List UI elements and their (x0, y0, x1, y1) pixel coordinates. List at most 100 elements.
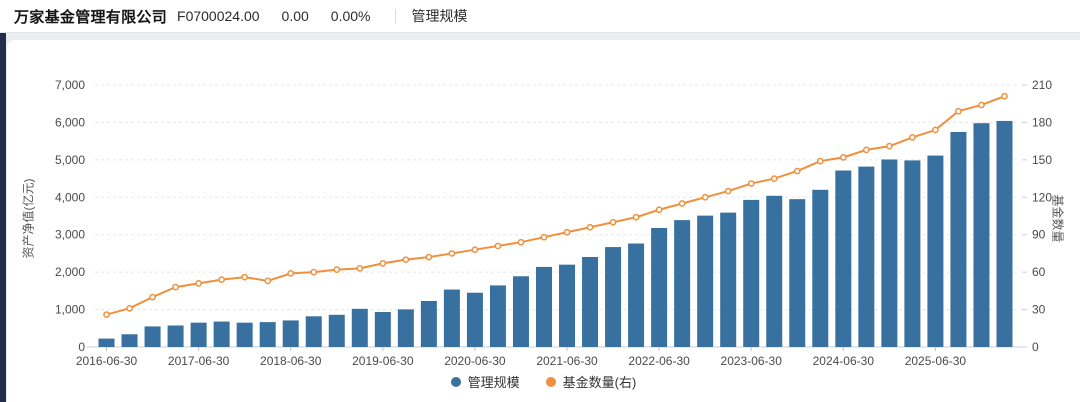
bar[interactable] (328, 314, 345, 347)
right-axis-tick-label: 180 (1032, 115, 1052, 129)
line-point[interactable] (724, 187, 732, 195)
right-axis-title: 基金数量 (1050, 194, 1065, 243)
line-point[interactable] (264, 277, 272, 285)
line-point[interactable] (886, 142, 893, 150)
line-point[interactable] (356, 265, 364, 272)
line-point[interactable] (218, 276, 225, 283)
bar[interactable] (605, 247, 622, 347)
bar[interactable] (374, 312, 391, 347)
line-point[interactable] (816, 157, 824, 165)
line-point[interactable] (701, 193, 709, 201)
bar[interactable] (535, 266, 552, 347)
line-point[interactable] (978, 101, 985, 109)
line-point[interactable] (678, 200, 686, 207)
legend-item-scale[interactable]: 管理规模 (450, 372, 520, 391)
bar[interactable] (996, 120, 1013, 347)
bar[interactable] (397, 309, 414, 347)
x-axis-tick-label: 2025-06-30 (905, 354, 967, 368)
line-point[interactable] (932, 126, 939, 134)
line-point[interactable] (770, 175, 778, 182)
bar[interactable] (743, 199, 760, 347)
left-axis-tick-label: 2,000 (55, 265, 85, 279)
line-point[interactable] (287, 270, 295, 277)
line-point[interactable] (103, 311, 110, 318)
left-axis-tick-label: 3,000 (55, 228, 85, 242)
x-axis-tick-label: 2024-06-30 (813, 354, 875, 368)
bar[interactable] (835, 170, 852, 347)
bar[interactable] (351, 308, 368, 347)
line-point[interactable] (471, 246, 479, 254)
line-point[interactable] (172, 283, 179, 291)
line-point[interactable] (839, 154, 847, 161)
bar[interactable] (121, 334, 138, 347)
line-point[interactable] (586, 223, 594, 231)
line-point[interactable] (909, 134, 916, 141)
bar[interactable] (582, 256, 599, 347)
bar[interactable] (766, 195, 783, 347)
left-axis-tick-label: 7,000 (55, 78, 85, 92)
line-point[interactable] (609, 218, 617, 226)
legend-item-count[interactable]: 基金数量(右) (545, 372, 636, 391)
line-point[interactable] (149, 293, 156, 301)
x-axis-tick-label: 2021-06-30 (536, 354, 598, 368)
bar[interactable] (259, 322, 276, 347)
bar[interactable] (282, 320, 299, 347)
bar[interactable] (697, 215, 714, 347)
bar[interactable] (720, 212, 737, 347)
line-point[interactable] (563, 228, 571, 236)
bar[interactable] (512, 276, 529, 347)
line-point[interactable] (793, 167, 801, 175)
bar[interactable] (98, 338, 115, 347)
bar[interactable] (167, 325, 184, 347)
bar[interactable] (858, 166, 875, 347)
left-axis-tick-label: 6,000 (55, 115, 85, 129)
bar[interactable] (305, 316, 322, 347)
x-axis-tick-label: 2018-06-30 (260, 354, 322, 368)
line-point[interactable] (333, 266, 341, 273)
line-point[interactable] (310, 268, 318, 276)
bar[interactable] (927, 155, 944, 347)
line-point[interactable] (540, 233, 548, 241)
line-point[interactable] (448, 250, 456, 257)
right-axis-tick-label: 90 (1032, 228, 1046, 242)
line-point[interactable] (402, 256, 410, 264)
bar[interactable] (190, 322, 207, 347)
bar[interactable] (420, 300, 437, 347)
legend-dot-scale (450, 376, 461, 387)
line-point[interactable] (517, 238, 525, 246)
bar[interactable] (144, 326, 161, 347)
line-point[interactable] (126, 304, 133, 312)
bar[interactable] (559, 264, 576, 347)
line-point[interactable] (379, 260, 387, 267)
line-point[interactable] (1001, 92, 1008, 100)
tab-scale[interactable]: 管理规模 (411, 8, 468, 24)
line-point[interactable] (862, 146, 870, 154)
bar[interactable] (812, 189, 829, 347)
bar[interactable] (443, 289, 460, 347)
left-axis-tick-label: 4,000 (55, 190, 85, 204)
bar[interactable] (466, 292, 483, 347)
line-point[interactable] (425, 253, 433, 261)
bar[interactable] (973, 123, 990, 347)
bar[interactable] (674, 220, 691, 347)
bar[interactable] (489, 285, 506, 347)
bar[interactable] (789, 199, 806, 347)
line-point[interactable] (655, 206, 663, 214)
bar[interactable] (904, 160, 921, 347)
line-point[interactable] (241, 273, 249, 281)
bar[interactable] (236, 322, 253, 347)
line-point[interactable] (955, 107, 962, 115)
line-point[interactable] (747, 180, 755, 187)
bar[interactable] (950, 131, 967, 347)
right-axis-tick-label: 210 (1032, 78, 1052, 92)
bar[interactable] (651, 227, 668, 347)
line-point[interactable] (494, 242, 502, 250)
bar[interactable] (213, 321, 230, 347)
sidebar-strip (0, 33, 6, 402)
bar[interactable] (881, 159, 898, 347)
x-axis-tick-label: 2020-06-30 (444, 354, 506, 368)
bar[interactable] (628, 243, 645, 347)
line-point[interactable] (632, 213, 640, 221)
company-name: 万家基金管理有限公司 (14, 8, 168, 26)
line-point[interactable] (195, 280, 202, 287)
